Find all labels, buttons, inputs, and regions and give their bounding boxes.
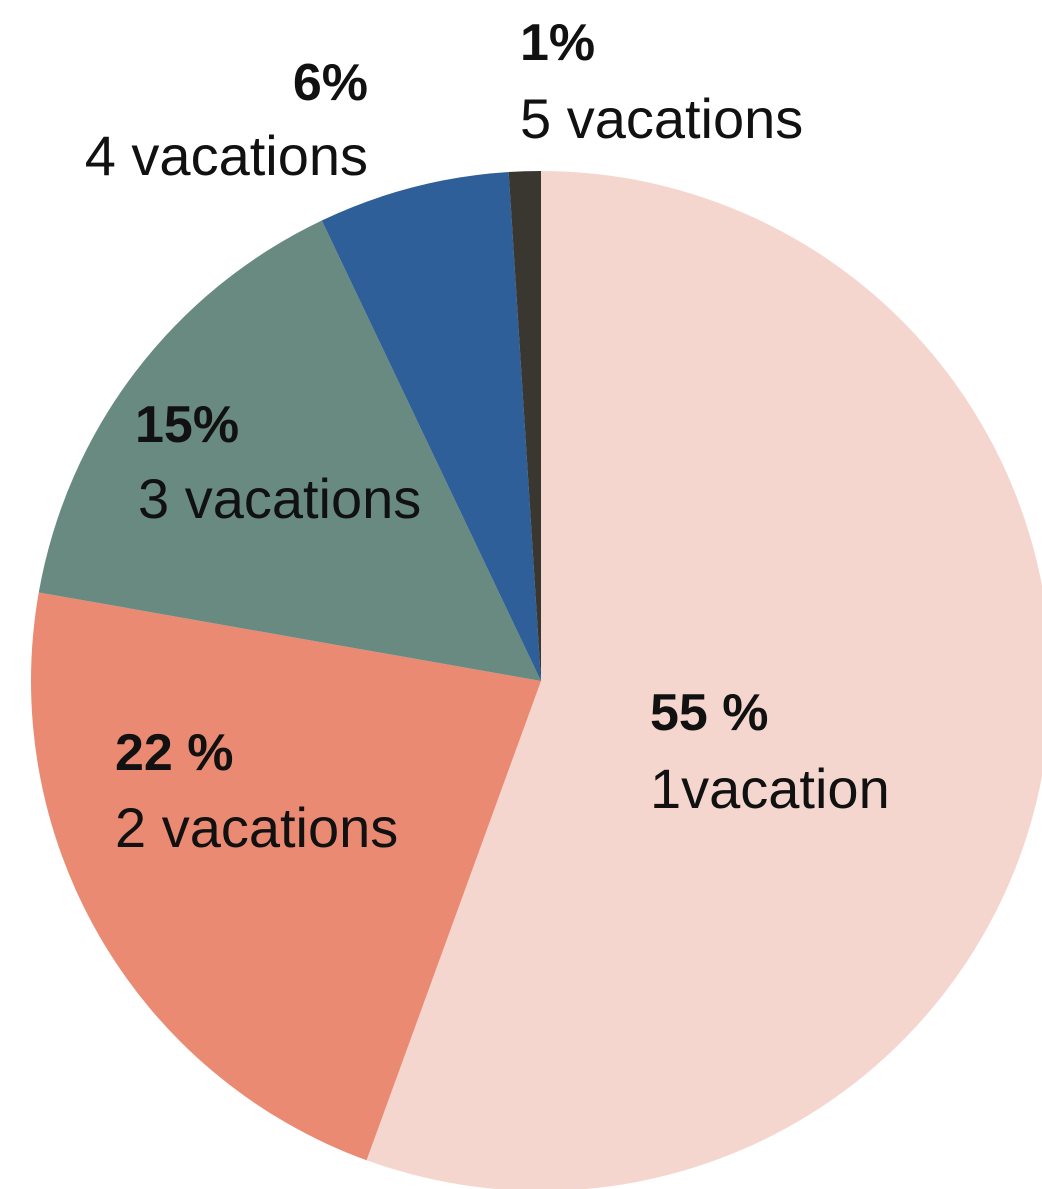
slice-percent-label: 6%	[293, 54, 368, 112]
slice-percent-label: 1%	[520, 14, 595, 72]
slice-percent-label: 55 %	[650, 684, 769, 742]
slice-category-label: 5 vacations	[520, 87, 803, 150]
slice-category-label: 1vacation	[650, 757, 890, 820]
pie-slice	[30, 592, 541, 1161]
pie-slice	[366, 171, 1042, 1189]
pie-slice	[38, 220, 541, 682]
slice-percent-label: 22 %	[115, 724, 234, 782]
slice-category-label: 2 vacations	[115, 796, 398, 859]
slice-category-label: 4 vacations	[85, 124, 368, 187]
slice-category-label: 3 vacations	[138, 467, 421, 530]
pie-slice	[508, 171, 541, 681]
pie-slice	[321, 172, 541, 681]
slice-percent-label: 15%	[135, 396, 239, 454]
